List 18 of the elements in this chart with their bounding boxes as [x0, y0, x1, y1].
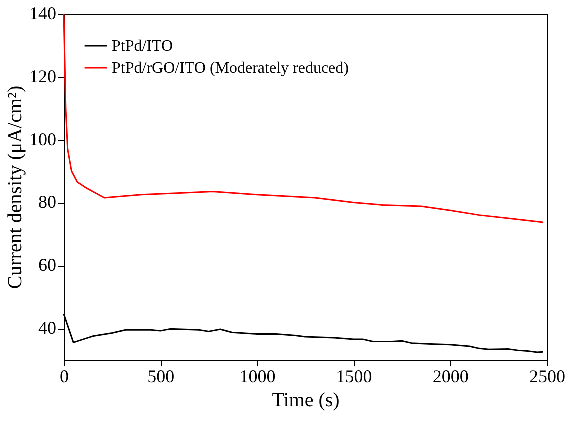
x-tick-label: 500: [148, 366, 175, 386]
y-tick-label: 60: [38, 255, 56, 276]
legend-label: PtPd/ITO: [112, 38, 174, 55]
legend-label: PtPd/rGO/ITO (Moderately reduced): [112, 60, 349, 77]
x-tick-label: 0: [60, 366, 69, 386]
x-axis-title: Time (s): [272, 390, 340, 412]
y-axis-title: Current density (μA/cm²): [4, 86, 26, 290]
y-tick-label: 40: [38, 318, 56, 338]
line-series: [63, 314, 544, 354]
line-series: [63, 13, 544, 224]
x-tick-label: 2500: [530, 366, 566, 386]
y-tick-label: 140: [30, 4, 56, 24]
y-tick-label: 100: [30, 129, 56, 150]
y-tick-label: 120: [30, 66, 56, 86]
x-tick-label: 1500: [336, 366, 372, 386]
x-tick-label: 1000: [240, 366, 276, 386]
x-tick-label: 2000: [432, 366, 469, 386]
y-tick-label: 80: [38, 192, 56, 212]
